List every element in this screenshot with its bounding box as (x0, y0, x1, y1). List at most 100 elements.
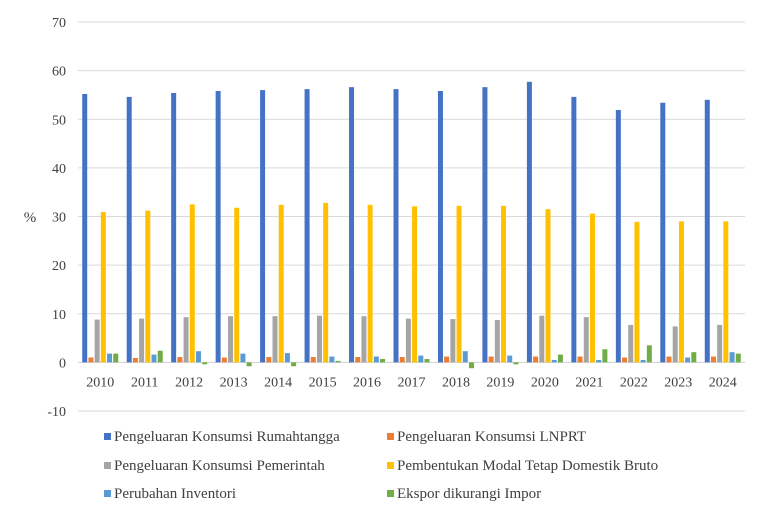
bar (157, 350, 163, 363)
x-tick-label: 2024 (709, 375, 737, 390)
legend-swatch (104, 462, 111, 469)
bar (171, 92, 177, 363)
x-tick-label: 2011 (131, 375, 158, 390)
bar (545, 209, 551, 363)
bar (501, 205, 507, 363)
bar (468, 362, 474, 369)
bar (399, 357, 405, 363)
bar (450, 319, 456, 363)
bar (418, 355, 424, 363)
legend-swatch (387, 490, 394, 497)
legend-swatch (104, 433, 111, 440)
bar (723, 221, 729, 363)
bar (393, 89, 399, 363)
bar (634, 221, 640, 363)
bar (278, 204, 284, 363)
bar (361, 316, 367, 363)
x-tick-label: 2015 (309, 375, 337, 390)
legend-item: Perubahan Inventori (104, 486, 236, 502)
y-tick-label: 0 (59, 356, 66, 371)
bar (373, 356, 379, 363)
x-tick-label: 2016 (353, 375, 381, 390)
legend-label: Pembentukan Modal Tetap Domestik Bruto (397, 458, 658, 474)
x-tick-label: 2012 (175, 375, 203, 390)
bar (132, 357, 138, 363)
bar (660, 102, 666, 363)
bar (577, 356, 583, 363)
bar (729, 352, 735, 363)
x-tick-label: 2019 (486, 375, 514, 390)
bar (412, 206, 418, 363)
y-tick-label: 70 (52, 16, 66, 31)
bar (444, 356, 450, 363)
legend-swatch (104, 490, 111, 497)
bar (380, 358, 386, 363)
bar (596, 359, 602, 363)
bar (462, 351, 468, 363)
bar (240, 353, 246, 363)
bar (82, 93, 88, 363)
bar (507, 355, 513, 363)
bar (202, 362, 208, 365)
gridlines (78, 21, 745, 412)
y-tick-label: 60 (52, 65, 66, 80)
bar (177, 357, 183, 363)
bar (589, 213, 595, 363)
x-tick-label: 2020 (531, 375, 559, 390)
bar (266, 357, 272, 363)
bar (666, 356, 672, 363)
bar (482, 87, 488, 363)
x-tick-label: 2021 (575, 375, 603, 390)
bar (246, 362, 252, 367)
bar (183, 317, 189, 363)
bar (195, 351, 201, 363)
bar (640, 359, 646, 363)
bar (323, 202, 329, 363)
bar (316, 315, 322, 363)
bar (221, 357, 227, 363)
bar (437, 91, 443, 363)
x-tick-label: 2023 (664, 375, 692, 390)
bar (710, 356, 716, 363)
legend-item: Ekspor dikurangi Impor (387, 486, 541, 502)
legend-item: Pembentukan Modal Tetap Domestik Bruto (387, 458, 658, 474)
bar (349, 87, 355, 363)
y-axis-label: % (24, 210, 37, 226)
legend-label: Pengeluaran Konsumsi Rumahtangga (114, 429, 340, 445)
bar (151, 354, 157, 363)
bar (405, 318, 411, 363)
bar (691, 352, 697, 363)
bar (685, 357, 691, 363)
bar (304, 89, 310, 363)
x-tick-labels: 2010 2011 2012 2013 2014 2015 2016 2017 2018 2019… (86, 375, 737, 390)
legend: Pengeluaran Konsumsi Rumahtangga Pengelua… (104, 429, 658, 502)
bar (704, 99, 710, 363)
bar (513, 362, 519, 365)
bar (291, 362, 297, 367)
bar (107, 353, 113, 363)
bar (88, 357, 94, 363)
bar (494, 320, 500, 363)
bar (602, 349, 608, 363)
bar (272, 316, 278, 363)
bar (615, 110, 621, 363)
bar (113, 353, 119, 363)
y-tick-label: 30 (52, 211, 66, 226)
bar (139, 318, 145, 363)
bar (335, 360, 341, 363)
legend-label: Ekspor dikurangi Impor (397, 486, 541, 502)
bar (94, 319, 100, 363)
bar (735, 353, 741, 363)
bar (126, 96, 132, 363)
legend-label: Perubahan Inventori (114, 486, 236, 502)
legend-item: Pengeluaran Konsumsi Rumahtangga (104, 429, 340, 445)
legend-item: Pengeluaran Konsumsi Pemerintah (104, 458, 325, 474)
bar (367, 204, 373, 363)
x-tick-label: 2017 (398, 375, 426, 390)
y-tick-label: 20 (52, 259, 66, 274)
y-tick-label: 10 (52, 308, 66, 323)
bar (539, 315, 545, 363)
bar (583, 317, 589, 363)
bar (672, 326, 678, 363)
